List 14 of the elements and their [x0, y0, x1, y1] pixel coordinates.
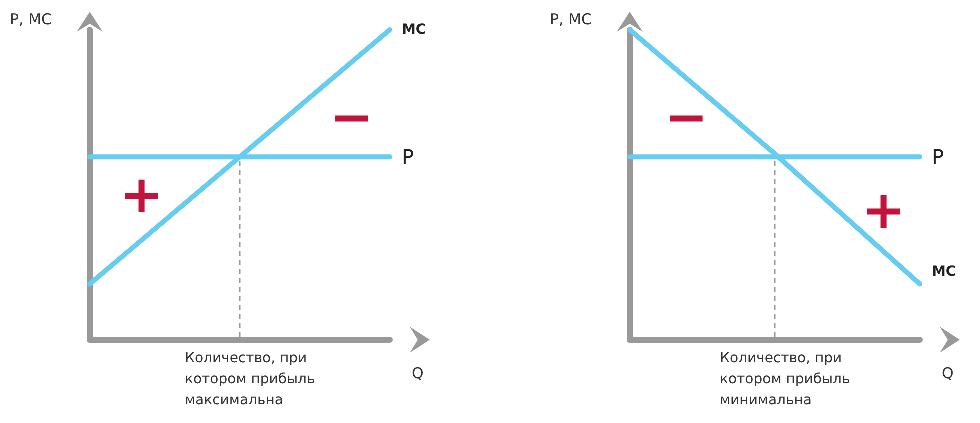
- series-label: P: [402, 145, 414, 170]
- annotation: +: [862, 181, 906, 241]
- x-axis-title: Q: [942, 364, 954, 382]
- series-label: MC: [402, 22, 426, 38]
- annotation: +: [120, 166, 164, 226]
- annotation: −: [330, 88, 374, 148]
- x-axis-title: Q: [412, 364, 424, 382]
- series-label: MC: [932, 264, 956, 280]
- series-label: P: [932, 145, 944, 170]
- text: Количество, при котором прибыль минимальна: [720, 350, 850, 408]
- text: Количество, при котором прибыль максимальна: [185, 350, 316, 408]
- y-axis-title: P, MC: [550, 10, 592, 28]
- annotation: −: [664, 88, 708, 148]
- y-axis-title: P, MC: [10, 10, 52, 28]
